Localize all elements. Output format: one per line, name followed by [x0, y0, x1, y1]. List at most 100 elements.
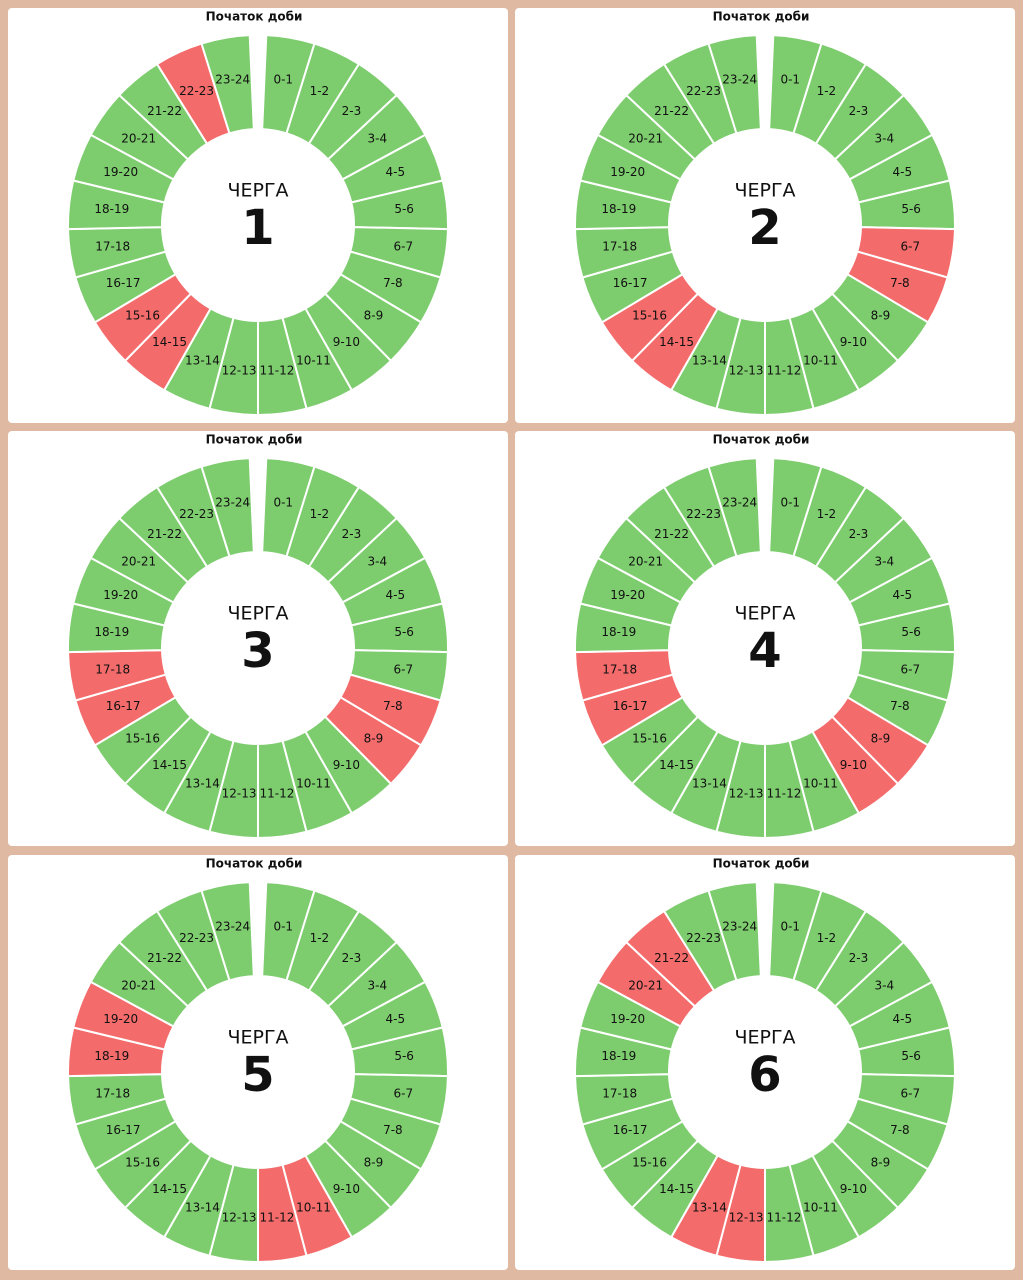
- hour-label: 6-7: [394, 240, 414, 254]
- hour-label: 12-13: [729, 786, 764, 800]
- hour-label: 1-2: [310, 507, 330, 521]
- hour-label: 7-8: [890, 699, 910, 713]
- hour-label: 12-13: [729, 1210, 764, 1224]
- hour-label: 21-22: [147, 951, 182, 965]
- hour-label: 8-9: [364, 308, 384, 322]
- hour-segment: [707, 881, 762, 982]
- hour-label: 13-14: [692, 777, 727, 791]
- hour-label: 19-20: [103, 165, 138, 179]
- hour-label: 23-24: [722, 920, 757, 934]
- hour-label: 7-8: [383, 276, 403, 290]
- panel-header: Початок доби: [713, 10, 810, 24]
- hour-label: 17-18: [602, 240, 637, 254]
- hour-label: 4-5: [892, 1012, 912, 1026]
- hour-label: 11-12: [766, 786, 801, 800]
- hour-label: 20-21: [121, 979, 156, 993]
- hour-label: 5-6: [394, 202, 414, 216]
- hour-label: 1-2: [310, 931, 330, 945]
- hour-label: 14-15: [152, 335, 187, 349]
- hour-label: 2-3: [342, 527, 362, 541]
- hour-label: 7-8: [383, 1123, 403, 1137]
- hour-label: 20-21: [628, 979, 663, 993]
- hour-label: 1-2: [817, 507, 837, 521]
- hour-label: 22-23: [179, 507, 214, 521]
- hour-label: 9-10: [333, 758, 360, 772]
- hour-label: 21-22: [654, 951, 689, 965]
- hour-label: 23-24: [215, 496, 250, 510]
- hour-label: 12-13: [729, 363, 764, 377]
- hour-label: 4-5: [385, 165, 405, 179]
- hour-label: 19-20: [103, 588, 138, 602]
- hour-label: 20-21: [628, 555, 663, 569]
- hour-label: 21-22: [147, 104, 182, 118]
- hour-label: 11-12: [766, 363, 801, 377]
- queue-number: 6: [748, 1047, 781, 1103]
- queue-label: ЧЕРГА: [227, 1027, 288, 1049]
- hour-label: 13-14: [692, 1201, 727, 1215]
- hour-label: 8-9: [364, 731, 384, 745]
- hour-label: 16-17: [613, 276, 648, 290]
- panel-header: Початок доби: [206, 433, 303, 447]
- hour-label: 19-20: [103, 1012, 138, 1026]
- hour-label: 19-20: [610, 588, 645, 602]
- queue-number: 3: [241, 623, 274, 679]
- hour-label: 8-9: [871, 731, 891, 745]
- hour-label: 17-18: [95, 240, 130, 254]
- hour-label: 0-1: [780, 496, 800, 510]
- hour-label: 16-17: [106, 1123, 141, 1137]
- hour-label: 2-3: [849, 104, 869, 118]
- schedule-panel: 0-1 1-2 2-3 3-4 4-5 5-6 6-7 7-8 8-9 9-1010-1111-1…: [515, 431, 1015, 846]
- hour-label: 1-2: [817, 931, 837, 945]
- hour-label: 19-20: [610, 1012, 645, 1026]
- hour-label: 10-11: [296, 1201, 331, 1215]
- hour-label: 2-3: [342, 104, 362, 118]
- hour-label: 4-5: [892, 588, 912, 602]
- hour-label: 14-15: [659, 335, 694, 349]
- hour-label: 8-9: [364, 1155, 384, 1169]
- hour-label: 17-18: [602, 1087, 637, 1101]
- hour-label: 3-4: [875, 132, 895, 146]
- hour-label: 5-6: [901, 625, 921, 639]
- hour-label: 7-8: [890, 1123, 910, 1137]
- hour-label: 16-17: [106, 699, 141, 713]
- hour-label: 3-4: [368, 132, 388, 146]
- hour-label: 10-11: [296, 354, 331, 368]
- hour-label: 22-23: [179, 84, 214, 98]
- hour-label: 17-18: [95, 663, 130, 677]
- hour-segment: [200, 34, 255, 135]
- hour-label: 16-17: [613, 1123, 648, 1137]
- hour-label: 15-16: [125, 731, 160, 745]
- queue-number: 4: [748, 623, 781, 679]
- hour-label: 10-11: [803, 354, 838, 368]
- hour-label: 14-15: [152, 1182, 187, 1196]
- hour-label: 9-10: [840, 1182, 867, 1196]
- hour-label: 13-14: [185, 1201, 220, 1215]
- queue-number: 1: [241, 200, 274, 256]
- hour-label: 4-5: [385, 588, 405, 602]
- hour-label: 0-1: [780, 920, 800, 934]
- hour-segment: [200, 881, 255, 982]
- hour-label: 22-23: [686, 507, 721, 521]
- hour-label: 6-7: [901, 1087, 921, 1101]
- hour-label: 3-4: [368, 979, 388, 993]
- hour-label: 6-7: [394, 663, 414, 677]
- hour-label: 22-23: [686, 931, 721, 945]
- schedule-panel: 0-1 1-2 2-3 3-4 4-5 5-6 6-7 7-8 8-9 9-1010-1111-1…: [8, 855, 508, 1270]
- hour-label: 12-13: [222, 1210, 257, 1224]
- hour-label: 5-6: [394, 625, 414, 639]
- hour-label: 23-24: [215, 73, 250, 87]
- hour-label: 10-11: [296, 777, 331, 791]
- hour-label: 21-22: [654, 104, 689, 118]
- hour-label: 13-14: [185, 354, 220, 368]
- hour-label: 10-11: [803, 1201, 838, 1215]
- hour-label: 9-10: [333, 335, 360, 349]
- schedule-panel: 0-1 1-2 2-3 3-4 4-5 5-6 6-7 7-8 8-9 9-1010-1111-1…: [8, 8, 508, 423]
- panel-header: Початок доби: [206, 10, 303, 24]
- queue-label: ЧЕРГА: [734, 603, 795, 625]
- hour-label: 11-12: [766, 1210, 801, 1224]
- schedule-panel: 0-1 1-2 2-3 3-4 4-5 5-6 6-7 7-8 8-9 9-1010-1111-1…: [8, 431, 508, 846]
- queue-number: 2: [748, 200, 781, 256]
- hour-label: 22-23: [686, 84, 721, 98]
- hour-label: 3-4: [875, 555, 895, 569]
